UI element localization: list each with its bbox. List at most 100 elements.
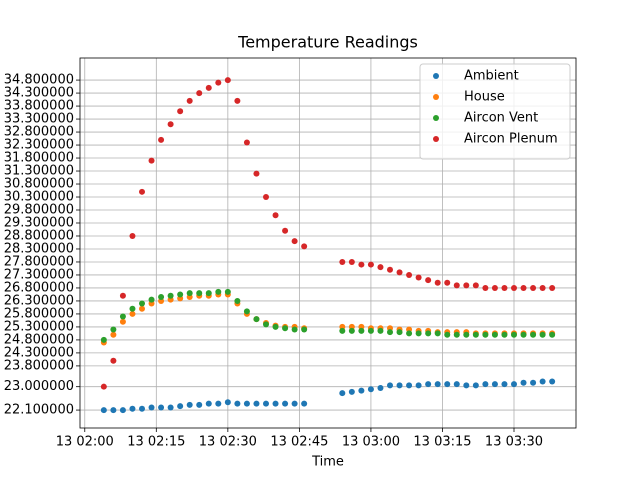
point xyxy=(406,330,413,337)
point xyxy=(539,378,546,385)
legend-label: Aircon Plenum xyxy=(464,132,558,147)
point xyxy=(491,381,498,388)
point xyxy=(129,305,136,312)
point xyxy=(205,290,212,297)
point xyxy=(434,330,441,337)
point xyxy=(377,384,384,391)
point xyxy=(119,313,126,320)
point xyxy=(491,284,498,291)
point xyxy=(358,327,365,334)
point xyxy=(367,386,374,393)
point xyxy=(186,401,193,408)
point xyxy=(511,381,517,388)
point xyxy=(415,382,422,389)
point xyxy=(234,297,241,304)
y-tick-label: 25.300000 xyxy=(4,319,74,334)
point xyxy=(530,379,537,386)
y-tick-label: 28.800000 xyxy=(4,228,74,243)
point xyxy=(215,79,222,86)
point xyxy=(434,279,441,286)
point xyxy=(539,331,546,338)
point xyxy=(549,331,556,338)
point xyxy=(253,400,260,407)
point xyxy=(158,294,165,301)
point xyxy=(177,108,184,115)
y-tick-label: 32.300000 xyxy=(4,138,74,153)
point xyxy=(263,400,269,407)
point xyxy=(406,271,413,278)
plot-frame xyxy=(79,57,577,429)
y-tick-label: 22.100000 xyxy=(4,403,74,418)
point xyxy=(444,279,451,286)
point xyxy=(224,399,231,406)
point xyxy=(415,330,422,337)
point xyxy=(158,404,165,411)
point xyxy=(205,84,212,91)
point xyxy=(406,382,413,389)
point xyxy=(110,331,117,338)
point xyxy=(520,379,527,386)
point xyxy=(291,238,298,245)
point xyxy=(272,400,279,407)
point xyxy=(472,331,479,338)
legend-marker xyxy=(433,94,439,100)
y-tick-label: 33.800000 xyxy=(4,99,74,114)
point xyxy=(119,292,126,299)
point xyxy=(301,243,308,250)
point xyxy=(501,381,508,388)
point xyxy=(530,284,537,291)
point xyxy=(377,327,384,334)
point xyxy=(434,381,441,388)
legend-marker xyxy=(433,136,439,142)
point xyxy=(148,157,155,164)
y-tick-label: 24.800000 xyxy=(4,332,74,347)
point xyxy=(224,77,231,84)
point xyxy=(453,282,460,289)
point xyxy=(110,326,117,333)
point xyxy=(215,288,222,295)
point xyxy=(158,136,165,143)
point xyxy=(339,327,346,334)
legend-label: Aircon Vent xyxy=(464,111,538,126)
point xyxy=(119,407,126,414)
point xyxy=(387,329,393,336)
point xyxy=(291,400,298,407)
point xyxy=(453,331,460,338)
point xyxy=(196,401,203,408)
x-tick-label: 13 02:45 xyxy=(270,435,328,450)
y-tick-label: 29.300000 xyxy=(4,215,74,230)
point xyxy=(472,282,479,289)
point xyxy=(177,291,184,298)
point xyxy=(387,266,393,273)
point xyxy=(186,290,193,297)
y-tick-label: 34.800000 xyxy=(4,73,74,88)
point xyxy=(253,316,260,323)
x-tick-label: 13 03:30 xyxy=(485,435,543,450)
y-tick-label: 28.300000 xyxy=(4,241,74,256)
point xyxy=(358,387,365,394)
y-tick-label: 26.300000 xyxy=(4,293,74,308)
point xyxy=(396,382,403,389)
point xyxy=(243,139,250,146)
legend-label: Ambient xyxy=(464,69,519,84)
point xyxy=(129,405,136,412)
y-tick-label: 23.800000 xyxy=(4,358,74,373)
x-tick-label: 13 03:00 xyxy=(342,435,400,450)
point xyxy=(167,404,174,411)
point xyxy=(377,264,384,271)
point xyxy=(501,331,508,338)
point xyxy=(263,321,269,328)
chart-title: Temperature Readings xyxy=(237,33,418,52)
point xyxy=(129,232,136,239)
point xyxy=(444,331,451,338)
point xyxy=(110,357,117,364)
point xyxy=(234,400,241,407)
point xyxy=(520,331,527,338)
legend-marker xyxy=(433,73,439,79)
point xyxy=(425,330,432,337)
point xyxy=(148,296,155,303)
point xyxy=(100,383,107,390)
point xyxy=(263,194,269,201)
point xyxy=(215,400,222,407)
